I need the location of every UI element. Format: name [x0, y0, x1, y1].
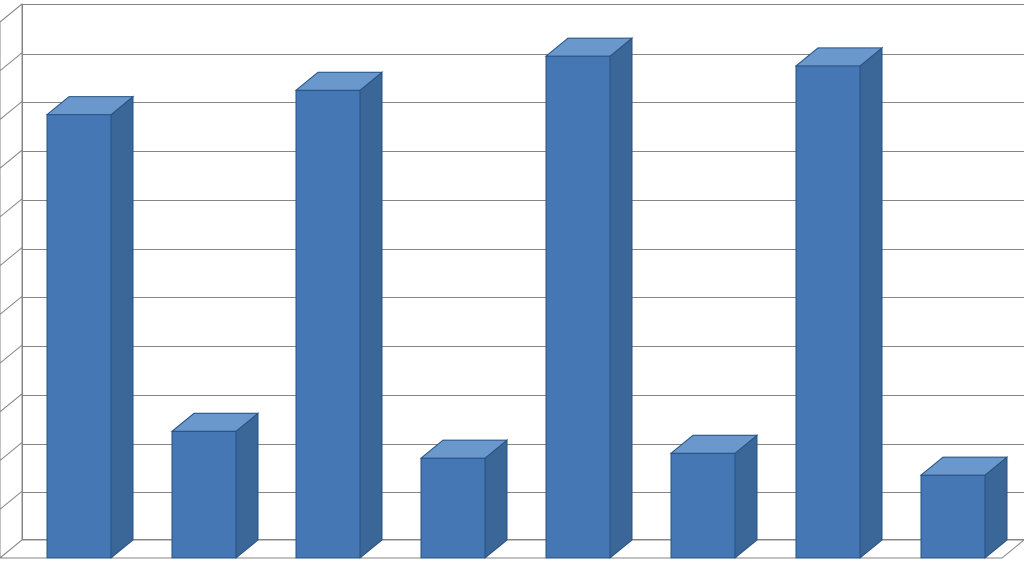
bar	[0, 0, 1024, 579]
bar-chart	[0, 0, 1024, 579]
chart-bars-layer	[0, 0, 1024, 579]
bar-front-face	[921, 475, 985, 558]
